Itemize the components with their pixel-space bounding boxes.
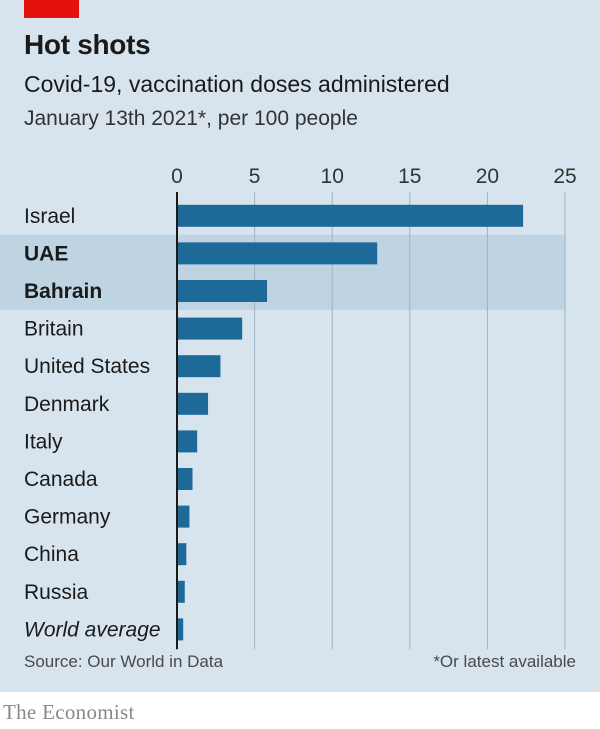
bar-united-states: [177, 355, 221, 378]
x-tick-label: 0: [171, 165, 183, 188]
brand-tag: [24, 0, 79, 18]
footnote: *Or latest available: [433, 652, 576, 671]
x-tick-label: 10: [321, 165, 344, 188]
chart-title: Hot shots: [24, 29, 151, 60]
bar-germany: [177, 505, 190, 528]
category-label: United States: [24, 355, 150, 378]
source-note: Source: Our World in Data: [24, 652, 224, 671]
category-label: Canada: [24, 468, 98, 491]
bar-italy: [177, 430, 198, 453]
category-label: Russia: [24, 581, 89, 604]
category-label: Britain: [24, 318, 84, 341]
category-label: Italy: [24, 430, 63, 453]
category-label: Bahrain: [24, 280, 102, 303]
bar-world-average: [177, 618, 184, 641]
category-label: World average: [24, 618, 161, 641]
category-label: Israel: [24, 205, 75, 228]
bar-chart: 0 5 10 15 20 25 Israel UAE Bahrain Britain United…: [0, 165, 577, 650]
publisher-logo: The Economist: [3, 700, 135, 724]
chart-subtitle: Covid-19, vaccination doses administered: [24, 71, 450, 97]
x-tick-label: 5: [249, 165, 261, 188]
chart-subtitle-units: January 13th 2021*, per 100 people: [24, 107, 358, 130]
bar-israel: [177, 204, 524, 227]
category-label: Denmark: [24, 393, 110, 416]
bar-uae: [177, 242, 378, 265]
bar-bahrain: [177, 280, 268, 302]
x-tick-label: 20: [476, 165, 499, 188]
highlight-band: [0, 272, 565, 310]
category-label: Germany: [24, 506, 111, 529]
category-label: China: [24, 543, 79, 566]
bar-denmark: [177, 392, 209, 415]
chart-panel: [0, 0, 600, 692]
x-tick-label: 25: [553, 165, 576, 188]
x-tick-label: 15: [398, 165, 421, 188]
bar-canada: [177, 468, 193, 490]
bar-russia: [177, 580, 185, 603]
category-label: UAE: [24, 242, 68, 265]
bar-china: [177, 543, 187, 566]
bar-britain: [177, 317, 243, 340]
